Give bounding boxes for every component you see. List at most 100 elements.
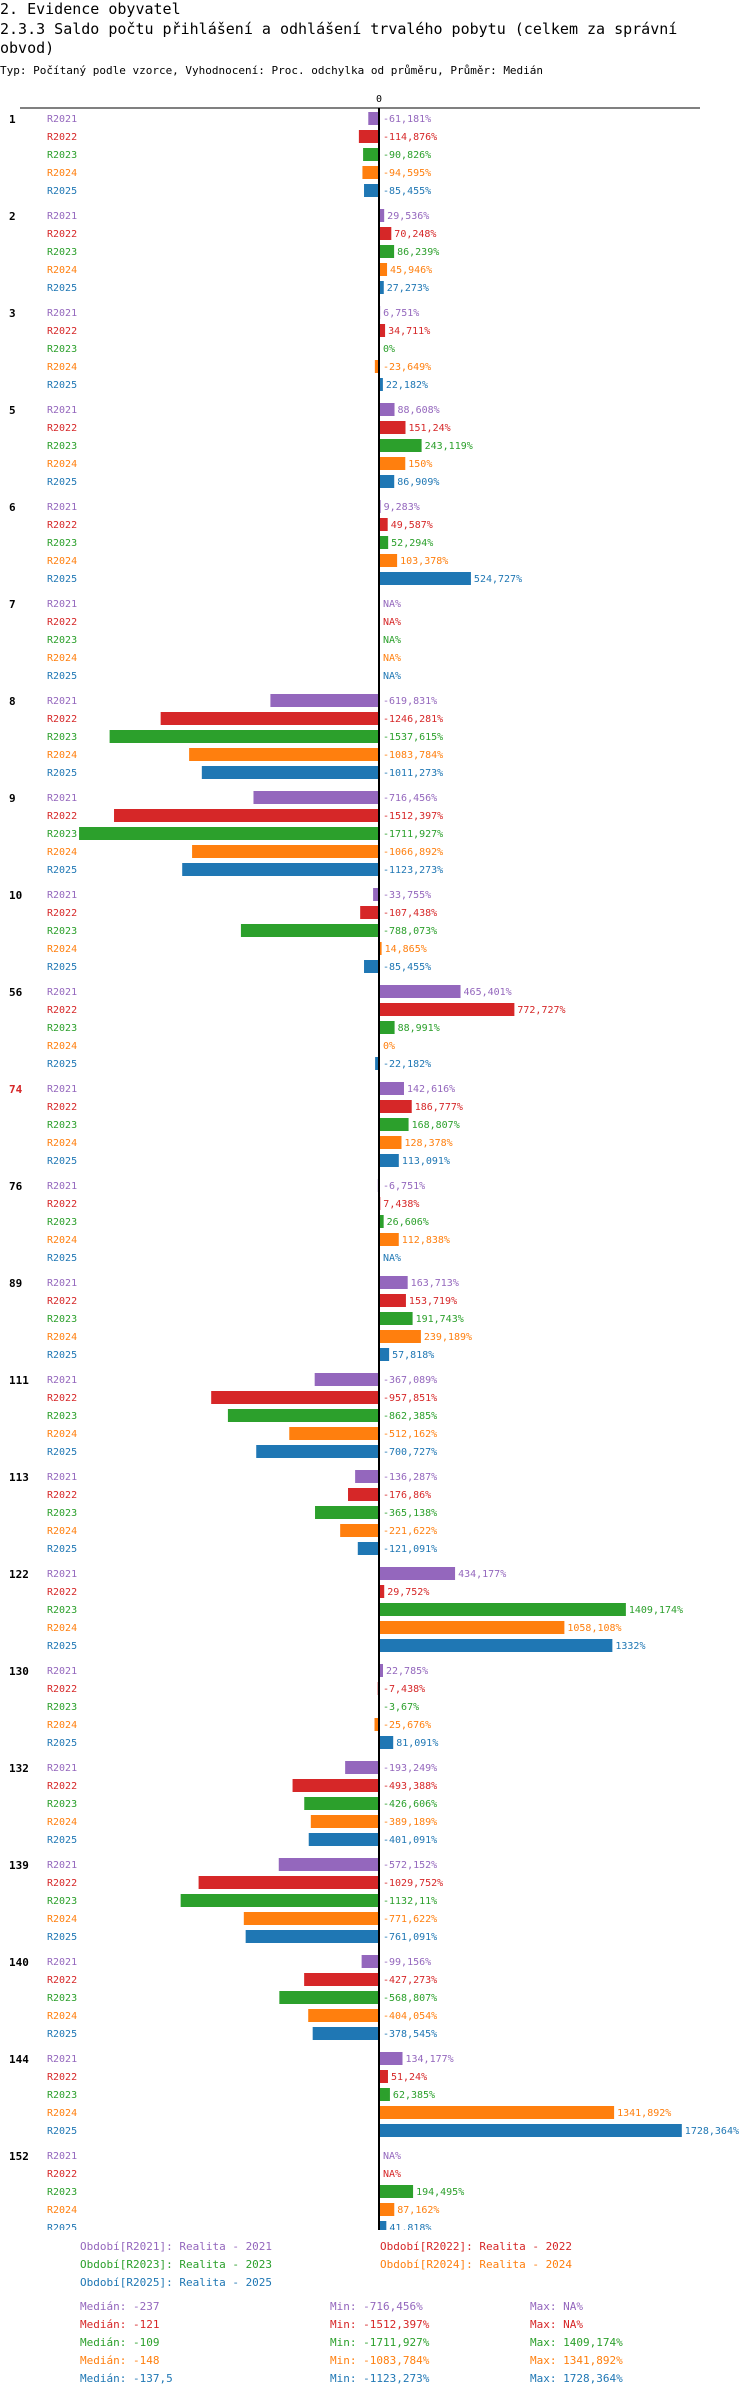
bar-144-R2023 [379,2088,390,2101]
bar-74-R2021 [379,1082,404,1095]
value-label-152-R2021: NA% [383,2151,401,2162]
bar-6-R2023 [379,536,389,549]
series-label-144-R2023: R2023 [47,2090,77,2101]
bar-74-R2025 [379,1154,399,1167]
bar-139-R2021 [278,1858,379,1871]
value-label-139-R2022: -1029,752% [383,1878,443,1889]
value-label-113-R2021: -136,287% [383,1472,437,1483]
value-label-113-R2024: -221,622% [383,1526,437,1537]
bar-152-R2023 [379,2185,414,2198]
bar-122-R2022 [379,1585,385,1598]
series-label-10-R2023: R2023 [47,926,77,937]
series-label-152-R2023: R2023 [47,2187,77,2198]
series-label-10-R2022: R2022 [47,908,77,919]
bar-139-R2022 [198,1876,379,1889]
bar-6-R2024 [379,554,398,567]
value-label-111-R2021: -367,089% [383,1375,437,1386]
value-label-122-R2024: 1058,108% [567,1623,621,1634]
value-label-76-R2025: NA% [383,1253,401,1264]
value-label-113-R2023: -365,138% [383,1508,437,1519]
group-label-9: 9 [9,792,16,805]
series-label-130-R2025: R2025 [47,1738,77,1749]
series-label-74-R2024: R2024 [47,1138,77,1149]
value-label-9-R2024: -1066,892% [383,847,443,858]
value-label-113-R2022: -176,86% [383,1490,431,1501]
bar-5-R2021 [379,403,395,416]
value-label-10-R2025: -85,455% [383,962,431,973]
series-label-122-R2021: R2021 [47,1569,77,1580]
median-r2021: Medián: -237 [80,2300,160,2313]
series-label-5-R2021: R2021 [47,405,77,416]
bar-132-R2023 [304,1797,379,1810]
group-label-74: 74 [9,1083,23,1096]
bar-8-R2024 [189,748,379,761]
bar-1-R2023 [363,148,379,161]
series-label-132-R2021: R2021 [47,1763,77,1774]
series-label-2-R2025: R2025 [47,283,77,294]
series-label-2-R2021: R2021 [47,211,77,222]
series-label-111-R2022: R2022 [47,1393,77,1404]
bar-130-R2024 [374,1718,379,1731]
series-label-2-R2024: R2024 [47,265,77,276]
value-label-132-R2023: -426,606% [383,1799,437,1810]
bar-9-R2025 [182,863,379,876]
median-r2024: Medián: -148 [80,2354,160,2367]
value-label-144-R2024: 1341,892% [617,2108,671,2119]
value-label-6-R2022: 49,587% [391,520,433,531]
value-label-89-R2025: 57,818% [392,1350,434,1361]
series-label-139-R2024: R2024 [47,1914,77,1925]
series-label-74-R2021: R2021 [47,1084,77,1095]
series-label-122-R2023: R2023 [47,1605,77,1616]
value-label-132-R2021: -193,249% [383,1763,437,1774]
bar-74-R2024 [379,1136,402,1149]
bar-113-R2023 [315,1506,379,1519]
series-label-8-R2022: R2022 [47,714,77,725]
group-label-1: 1 [9,113,16,126]
group-label-139: 139 [9,1859,29,1872]
series-label-3-R2025: R2025 [47,380,77,391]
value-label-140-R2023: -568,807% [383,1993,437,2004]
value-label-89-R2021: 163,713% [411,1278,459,1289]
bar-9-R2022 [114,809,379,822]
bar-56-R2022 [379,1003,515,1016]
series-label-56-R2024: R2024 [47,1041,77,1052]
max-r2025: Max: 1728,364% [530,2372,623,2385]
bar-56-R2025 [375,1057,379,1070]
series-label-9-R2022: R2022 [47,811,77,822]
bar-76-R2023 [379,1215,384,1228]
bar-111-R2025 [256,1445,379,1458]
bar-140-R2025 [312,2027,379,2040]
series-label-6-R2024: R2024 [47,556,77,567]
series-label-111-R2025: R2025 [47,1447,77,1458]
group-label-8: 8 [9,695,16,708]
value-label-130-R2021: 22,785% [386,1666,428,1677]
group-label-132: 132 [9,1762,29,1775]
max-r2022: Max: NA% [530,2318,583,2331]
value-label-140-R2025: -378,545% [383,2029,437,2040]
series-label-132-R2024: R2024 [47,1817,77,1828]
series-label-130-R2021: R2021 [47,1666,77,1677]
series-label-2-R2022: R2022 [47,229,77,240]
value-label-89-R2023: 191,743% [416,1314,464,1325]
value-label-122-R2021: 434,177% [458,1569,506,1580]
series-label-111-R2021: R2021 [47,1375,77,1386]
series-label-74-R2023: R2023 [47,1120,77,1131]
value-label-139-R2025: -761,091% [383,1932,437,1943]
value-label-2-R2022: 70,248% [394,229,436,240]
group-label-111: 111 [9,1374,29,1387]
legend-period-r2021: Období[R2021]: Realita - 2021 [80,2240,273,2253]
bar-140-R2024 [308,2009,379,2022]
value-label-3-R2025: 22,182% [386,380,428,391]
group-label-56: 56 [9,986,23,999]
bar-122-R2021 [379,1567,456,1580]
series-label-1-R2022: R2022 [47,132,77,143]
max-r2021: Max: NA% [530,2300,583,2313]
series-label-5-R2022: R2022 [47,423,77,434]
group-label-113: 113 [9,1471,29,1484]
group-label-5: 5 [9,404,16,417]
value-label-8-R2024: -1083,784% [383,750,443,761]
bar-5-R2024 [379,457,406,470]
series-label-76-R2023: R2023 [47,1217,77,1228]
bar-8-R2023 [109,730,379,743]
bar-139-R2024 [243,1912,379,1925]
